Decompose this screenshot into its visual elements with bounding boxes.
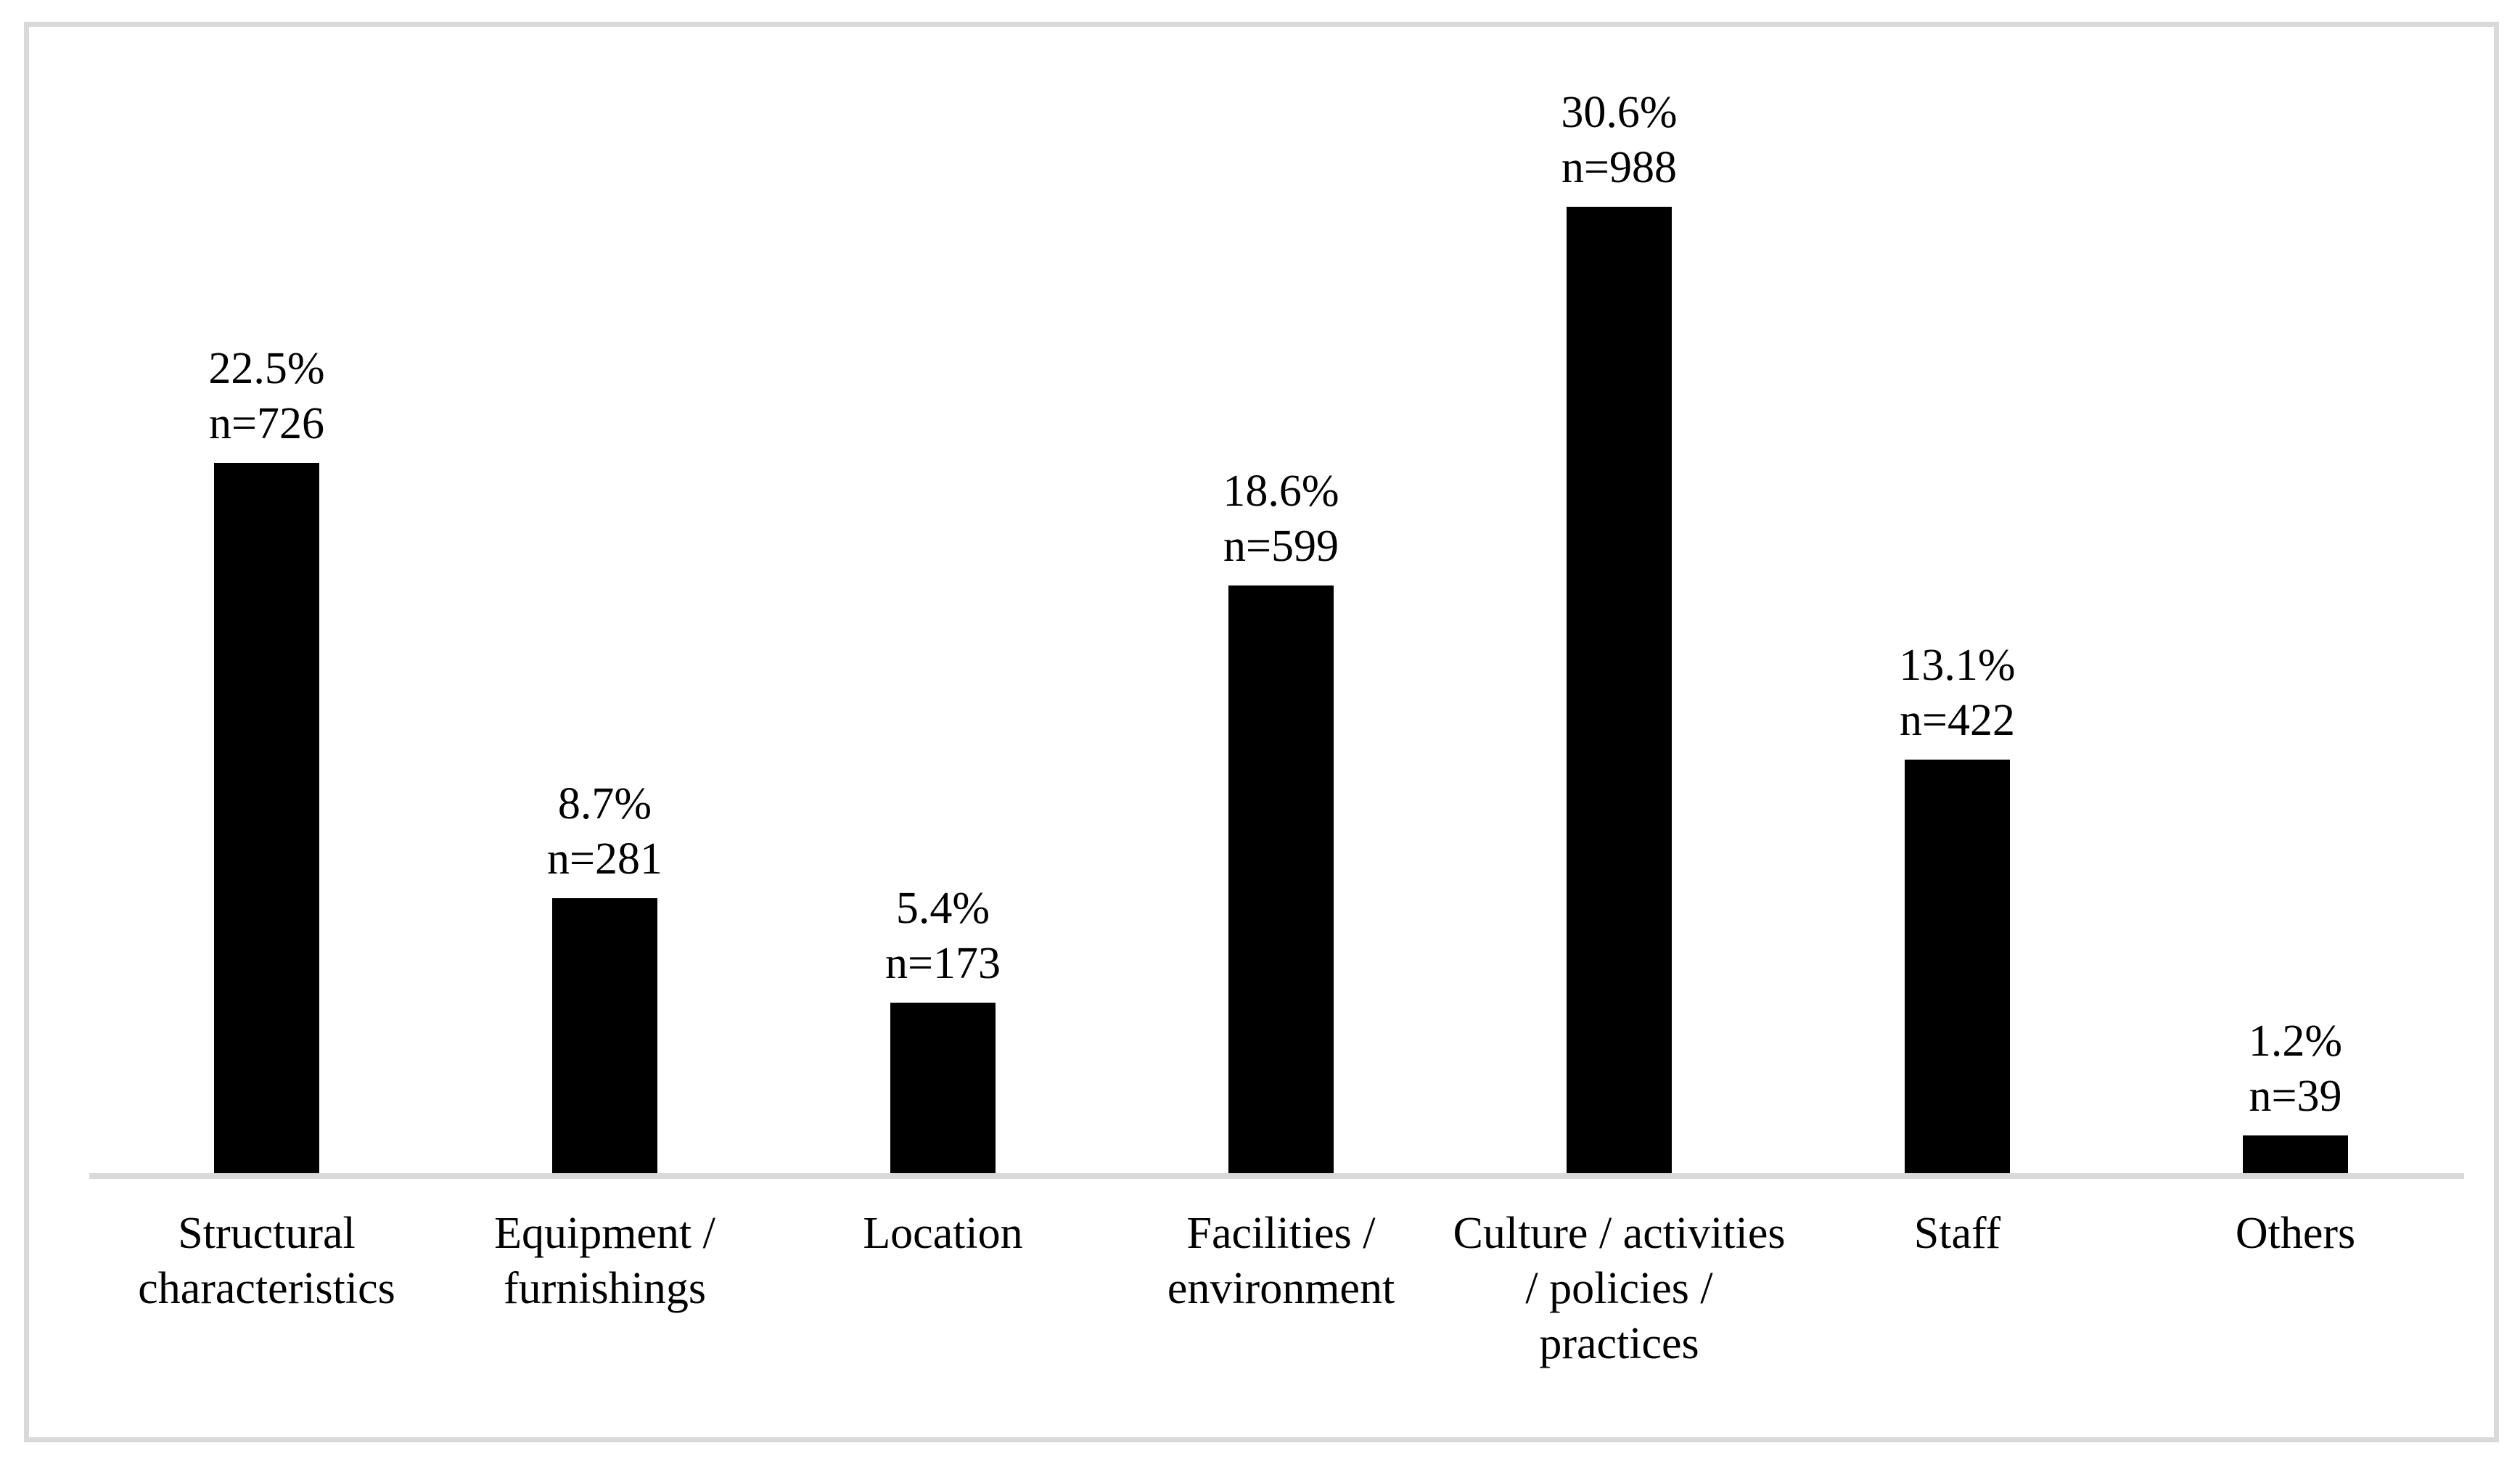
category-label: Structural characteristics <box>138 1209 395 1313</box>
bar-value-label: 22.5% n=726 <box>122 341 412 451</box>
bar-n-label: n=599 <box>1223 522 1339 571</box>
category-label: Others <box>2235 1209 2356 1258</box>
category-label: Culture / activities / policies / practi… <box>1453 1209 1786 1368</box>
bar-percent-label: 8.7% <box>557 779 652 829</box>
bar-value-label: 5.4% n=173 <box>798 881 1088 991</box>
category-label: Location <box>863 1209 1023 1258</box>
bar <box>1228 585 1334 1173</box>
bar <box>552 898 657 1173</box>
bar-percent-label: 30.6% <box>1561 88 1678 137</box>
bar-n-label: n=726 <box>209 399 324 448</box>
bar-percent-label: 13.1% <box>1899 641 2016 690</box>
bar-percent-label: 1.2% <box>2248 1016 2343 1066</box>
bar-n-label: n=281 <box>547 834 662 884</box>
bar-value-label: 30.6% n=988 <box>1474 85 1765 195</box>
category-label: Staff <box>1913 1209 2001 1258</box>
bar-n-label: n=173 <box>885 939 1001 988</box>
bar-value-label: 8.7% n=281 <box>460 776 750 887</box>
bar-n-label: n=422 <box>1900 696 2015 745</box>
x-axis-line <box>89 1173 2464 1179</box>
bar-value-label: 13.1% n=422 <box>1813 638 2103 748</box>
bar-percent-label: 18.6% <box>1223 467 1339 516</box>
bar-n-label: n=988 <box>1561 143 1677 192</box>
bar <box>2243 1135 2348 1173</box>
bar <box>1905 760 2010 1173</box>
bar-percent-label: 5.4% <box>895 884 990 933</box>
bar <box>214 463 319 1173</box>
category-label: Equipment / furnishings <box>494 1209 715 1313</box>
bar-value-label: 18.6% n=599 <box>1136 464 1427 574</box>
bar-percent-label: 22.5% <box>208 344 325 393</box>
category-label: Facilities / environment <box>1167 1209 1395 1313</box>
bar-value-label: 1.2% n=39 <box>2151 1014 2441 1124</box>
bar <box>1567 207 1672 1173</box>
bar <box>890 1003 996 1173</box>
bar-n-label: n=39 <box>2249 1072 2342 1121</box>
